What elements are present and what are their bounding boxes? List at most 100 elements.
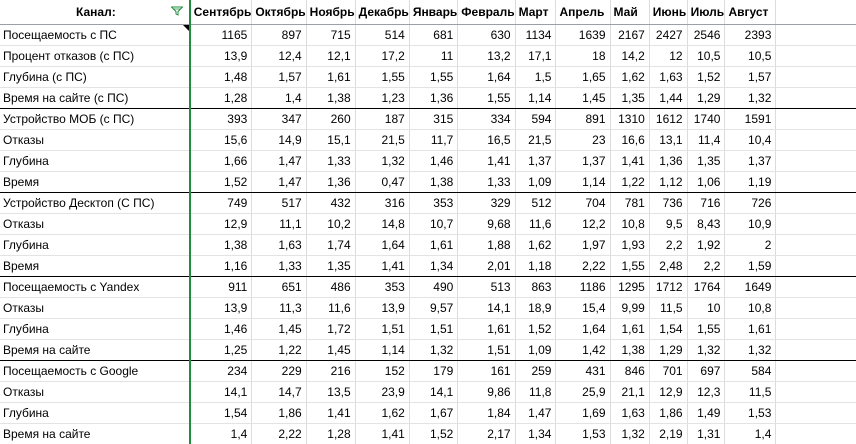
value-cell[interactable]: 1,61 [610, 318, 650, 340]
value-cell[interactable]: 514 [355, 24, 410, 46]
row-label-cell[interactable]: Время на сайте (с ПС) [0, 87, 191, 109]
value-cell[interactable]: 15,1 [306, 129, 356, 151]
value-cell[interactable]: 1,32 [409, 339, 459, 361]
row-label-cell[interactable]: Глубина [0, 150, 191, 172]
value-cell[interactable]: 1,53 [724, 402, 777, 424]
value-cell[interactable]: 1,22 [610, 171, 650, 193]
value-cell[interactable]: 1,41 [457, 150, 516, 172]
value-cell[interactable]: 1,53 [555, 423, 611, 444]
empty-cell[interactable] [775, 297, 856, 319]
value-cell[interactable]: 1,4 [724, 423, 777, 444]
value-cell[interactable]: 1,12 [649, 171, 688, 193]
value-cell[interactable]: 1639 [555, 24, 611, 46]
value-cell[interactable]: 1,64 [555, 318, 611, 340]
value-cell[interactable]: 14,8 [355, 213, 410, 235]
value-cell[interactable]: 1,34 [515, 423, 557, 444]
value-cell[interactable]: 1,37 [555, 150, 611, 172]
row-label-cell[interactable]: Процент отказов (с ПС) [0, 45, 191, 67]
row-label-cell[interactable]: Время на сайте [0, 339, 191, 361]
value-cell[interactable]: 1,64 [457, 66, 516, 88]
value-cell[interactable]: 846 [610, 360, 650, 382]
value-cell[interactable]: 9,5 [649, 213, 688, 235]
value-cell[interactable]: 1,38 [189, 234, 253, 256]
value-cell[interactable]: 14,1 [457, 297, 516, 319]
value-cell[interactable]: 1,38 [610, 339, 650, 361]
value-cell[interactable]: 1,36 [306, 171, 356, 193]
row-label-cell[interactable]: Посещаемость с Google [0, 360, 191, 382]
value-cell[interactable]: 1,23 [355, 87, 410, 109]
value-cell[interactable]: 1,5 [515, 66, 557, 88]
value-cell[interactable]: 911 [189, 276, 253, 298]
value-cell[interactable]: 1,41 [355, 423, 410, 444]
value-cell[interactable]: 234 [189, 360, 253, 382]
value-cell[interactable]: 1,14 [355, 339, 410, 361]
value-cell[interactable]: 2546 [687, 24, 726, 46]
value-cell[interactable]: 11,5 [724, 381, 777, 403]
empty-cell[interactable] [775, 234, 856, 256]
value-cell[interactable]: 12,4 [251, 45, 307, 67]
value-cell[interactable]: 1,22 [251, 339, 307, 361]
value-cell[interactable]: 260 [306, 108, 356, 130]
value-cell[interactable]: 2 [724, 234, 777, 256]
value-cell[interactable]: 12,1 [306, 45, 356, 67]
empty-cell[interactable] [775, 87, 856, 109]
value-cell[interactable]: 1,86 [251, 402, 307, 424]
value-cell[interactable]: 2167 [610, 24, 650, 46]
month-header[interactable]: Апрель [555, 0, 611, 25]
empty-cell[interactable] [775, 402, 856, 424]
value-cell[interactable]: 1,97 [555, 234, 611, 256]
value-cell[interactable]: 486 [306, 276, 356, 298]
value-cell[interactable]: 13,9 [189, 45, 253, 67]
row-label-cell[interactable]: Отказы [0, 381, 191, 403]
value-cell[interactable]: 11,3 [251, 297, 307, 319]
value-cell[interactable]: 1,41 [610, 150, 650, 172]
value-cell[interactable]: 432 [306, 192, 356, 214]
value-cell[interactable]: 393 [189, 108, 253, 130]
value-cell[interactable]: 21,5 [355, 129, 410, 151]
value-cell[interactable]: 1,86 [649, 402, 688, 424]
value-cell[interactable]: 21,1 [610, 381, 650, 403]
value-cell[interactable]: 1,61 [724, 318, 777, 340]
row-label-cell[interactable]: Глубина [0, 402, 191, 424]
value-cell[interactable]: 1740 [687, 108, 726, 130]
empty-cell[interactable] [775, 150, 856, 172]
value-cell[interactable]: 1,32 [610, 423, 650, 444]
value-cell[interactable]: 216 [306, 360, 356, 382]
value-cell[interactable]: 1,38 [306, 87, 356, 109]
row-label-cell[interactable]: Глубина [0, 234, 191, 256]
value-cell[interactable]: 10,5 [724, 45, 777, 67]
value-cell[interactable]: 2,19 [649, 423, 688, 444]
empty-cell[interactable] [775, 213, 856, 235]
value-cell[interactable]: 1,09 [515, 339, 557, 361]
month-header[interactable]: Май [610, 0, 650, 25]
value-cell[interactable]: 23,9 [355, 381, 410, 403]
value-cell[interactable]: 13,2 [457, 45, 516, 67]
value-cell[interactable]: 1,29 [649, 339, 688, 361]
value-cell[interactable]: 1,55 [687, 318, 726, 340]
value-cell[interactable]: 11,7 [409, 129, 459, 151]
row-label-cell[interactable]: Глубина [0, 318, 191, 340]
value-cell[interactable]: 1591 [724, 108, 777, 130]
value-cell[interactable]: 9,86 [457, 381, 516, 403]
value-cell[interactable]: 1,63 [649, 66, 688, 88]
value-cell[interactable]: 517 [251, 192, 307, 214]
value-cell[interactable]: 9,57 [409, 297, 459, 319]
month-header[interactable]: Октябрь [251, 0, 307, 25]
empty-cell[interactable] [775, 66, 856, 88]
value-cell[interactable]: 187 [355, 108, 410, 130]
value-cell[interactable]: 1,55 [355, 66, 410, 88]
value-cell[interactable]: 1649 [724, 276, 777, 298]
value-cell[interactable]: 1,44 [649, 87, 688, 109]
value-cell[interactable]: 716 [687, 192, 726, 214]
value-cell[interactable]: 1,33 [306, 150, 356, 172]
value-cell[interactable]: 329 [457, 192, 516, 214]
value-cell[interactable]: 1,62 [610, 66, 650, 88]
value-cell[interactable]: 512 [515, 192, 557, 214]
value-cell[interactable]: 1,61 [409, 234, 459, 256]
value-cell[interactable]: 347 [251, 108, 307, 130]
value-cell[interactable]: 891 [555, 108, 611, 130]
value-cell[interactable]: 2427 [649, 24, 688, 46]
value-cell[interactable]: 431 [555, 360, 611, 382]
value-cell[interactable]: 1,33 [251, 255, 307, 277]
